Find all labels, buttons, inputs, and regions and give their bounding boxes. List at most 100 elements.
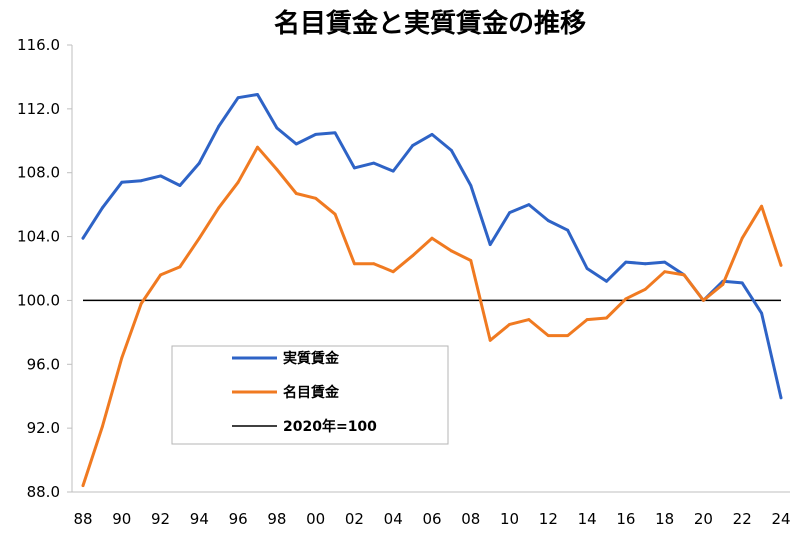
series-group xyxy=(81,93,783,488)
x-tick-label: 24 xyxy=(771,510,790,528)
x-tick-label: 88 xyxy=(73,510,92,528)
x-tick-label: 04 xyxy=(384,510,403,528)
data-point-nominal-wage xyxy=(120,356,124,360)
data-point-nominal-wage xyxy=(566,334,570,337)
data-point-real-wage xyxy=(488,243,492,246)
x-tick-label: 92 xyxy=(151,510,170,528)
data-point-nominal-wage xyxy=(256,145,259,149)
data-point-real-wage xyxy=(449,148,453,152)
x-tick-label: 12 xyxy=(539,510,558,528)
data-point-real-wage xyxy=(120,180,124,184)
x-tick-label: 02 xyxy=(345,510,364,528)
data-point-nominal-wage xyxy=(159,273,162,277)
data-point-real-wage xyxy=(430,133,434,136)
data-point-nominal-wage xyxy=(411,254,415,258)
y-tick-label: 88.0 xyxy=(27,483,60,501)
data-point-real-wage xyxy=(469,184,473,187)
data-point-real-wage xyxy=(256,93,259,96)
data-point-real-wage xyxy=(81,236,85,240)
data-point-nominal-wage xyxy=(391,270,395,274)
data-point-nominal-wage xyxy=(294,192,298,195)
data-point-nominal-wage xyxy=(546,334,550,337)
y-tick-label: 112.0 xyxy=(17,100,60,118)
data-point-real-wage xyxy=(139,179,143,183)
data-point-real-wage xyxy=(779,396,783,400)
x-tick-label: 96 xyxy=(229,510,248,528)
data-point-nominal-wage xyxy=(663,270,667,274)
data-point-nominal-wage xyxy=(760,204,764,208)
data-point-nominal-wage xyxy=(449,249,453,253)
data-point-nominal-wage xyxy=(643,287,647,291)
data-point-real-wage xyxy=(294,142,298,146)
data-point-nominal-wage xyxy=(508,322,511,326)
data-point-nominal-wage xyxy=(178,265,182,269)
y-tick-label: 116.0 xyxy=(17,36,60,54)
data-point-nominal-wage xyxy=(779,263,783,267)
data-point-nominal-wage xyxy=(333,212,337,216)
y-tick-label: 100.0 xyxy=(17,291,60,309)
data-point-real-wage xyxy=(624,260,628,264)
data-point-nominal-wage xyxy=(469,259,473,262)
data-point-nominal-wage xyxy=(605,316,608,320)
data-point-nominal-wage xyxy=(100,425,104,428)
data-point-real-wage xyxy=(353,166,356,170)
data-point-nominal-wage xyxy=(740,236,744,240)
data-point-real-wage xyxy=(159,174,162,178)
legend-box xyxy=(171,345,449,445)
legend-label-nominal-wage: 名目賃金 xyxy=(283,384,340,401)
data-point-nominal-wage xyxy=(682,273,686,277)
data-point-nominal-wage xyxy=(372,262,376,266)
data-point-real-wage xyxy=(236,96,240,100)
x-tick-label: 00 xyxy=(306,510,325,528)
x-tick-label: 08 xyxy=(461,510,480,528)
y-tick-label: 104.0 xyxy=(17,228,60,246)
data-point-real-wage xyxy=(275,126,279,130)
data-point-real-wage xyxy=(740,281,744,285)
y-tick-label: 96.0 xyxy=(27,355,60,373)
data-point-real-wage xyxy=(643,262,647,266)
x-tick-label: 16 xyxy=(616,510,635,528)
data-point-nominal-wage xyxy=(353,262,356,266)
x-tick-label: 20 xyxy=(694,510,713,528)
data-point-real-wage xyxy=(314,133,318,136)
x-tick-label: 98 xyxy=(267,510,286,528)
data-point-nominal-wage xyxy=(197,236,201,240)
y-tick-label: 108.0 xyxy=(17,164,60,182)
data-point-real-wage xyxy=(546,219,550,223)
data-point-real-wage xyxy=(217,125,221,128)
legend-label-reference: 2020年=100 xyxy=(283,418,377,435)
x-tick-label: 22 xyxy=(733,510,752,528)
data-point-real-wage xyxy=(178,184,182,187)
data-point-nominal-wage xyxy=(624,297,628,301)
data-point-real-wage xyxy=(197,161,201,165)
data-point-nominal-wage xyxy=(527,318,531,321)
data-point-real-wage xyxy=(585,267,589,270)
data-point-real-wage xyxy=(760,311,764,315)
x-tick-label: 94 xyxy=(190,510,209,528)
data-point-real-wage xyxy=(391,169,395,173)
legend-label-real-wage: 実質賃金 xyxy=(283,350,340,367)
data-point-nominal-wage xyxy=(81,484,85,488)
x-tick-label: 10 xyxy=(500,510,519,528)
data-point-nominal-wage xyxy=(139,302,143,306)
axes: 88.0 92.0 96.0 100.0 104.0 108.0 112.0 116.0 88 9… xyxy=(17,36,791,528)
data-point-real-wage xyxy=(508,211,511,215)
data-point-real-wage xyxy=(333,131,337,135)
x-tick-label: 06 xyxy=(422,510,441,528)
data-point-nominal-wage xyxy=(430,236,434,240)
x-tick-label: 90 xyxy=(112,510,131,528)
data-point-real-wage xyxy=(605,279,608,283)
data-point-real-wage xyxy=(372,161,376,165)
x-tick-label: 14 xyxy=(578,510,597,528)
data-point-real-wage xyxy=(663,260,667,264)
data-point-nominal-wage xyxy=(488,338,492,342)
data-point-nominal-wage xyxy=(275,168,279,171)
data-point-nominal-wage xyxy=(236,180,240,184)
y-tick-label: 92.0 xyxy=(27,419,60,437)
data-point-real-wage xyxy=(100,206,104,210)
chart-title: 名目賃金と実質賃金の推移 xyxy=(274,8,586,39)
data-point-nominal-wage xyxy=(721,283,725,286)
x-tick-label: 18 xyxy=(655,510,674,528)
data-point-real-wage xyxy=(566,228,570,232)
